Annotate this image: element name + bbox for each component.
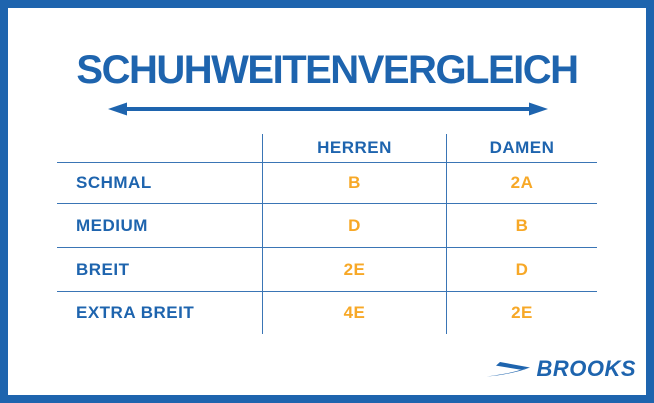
shoe-width-table: HERREN DAMEN SCHMAL B 2A MEDIUM D B BREI… <box>57 134 597 334</box>
row-label-extra-breit: EXTRA BREIT <box>76 303 195 322</box>
brooks-logo-text: BROOKS <box>536 356 636 381</box>
value-medium-damen: B <box>446 204 597 248</box>
left-right-arrow-icon <box>108 102 548 116</box>
value-schmal-herren: B <box>262 163 446 204</box>
value-schmal-damen: 2A <box>446 163 597 204</box>
row-label-medium: MEDIUM <box>57 204 262 248</box>
page-title: SCHUHWEITENVERGLEICH <box>76 48 579 92</box>
value-breit-damen: D <box>446 248 597 292</box>
value-extra-breit-herren: 4E <box>262 292 446 334</box>
value-breit-herren: 2E <box>262 248 446 292</box>
brooks-logo-mark-icon <box>487 362 531 377</box>
value-medium-herren: D <box>262 204 446 248</box>
column-header-damen: DAMEN <box>446 134 597 163</box>
row-label-schmal: SCHMAL <box>57 163 262 204</box>
column-header-herren: HERREN <box>262 134 446 163</box>
row-label-breit: BREIT <box>57 248 262 292</box>
value-extra-breit-damen: 2E <box>446 292 597 334</box>
brooks-logo: BROOKS <box>487 358 636 380</box>
table-corner-cell <box>57 134 262 163</box>
